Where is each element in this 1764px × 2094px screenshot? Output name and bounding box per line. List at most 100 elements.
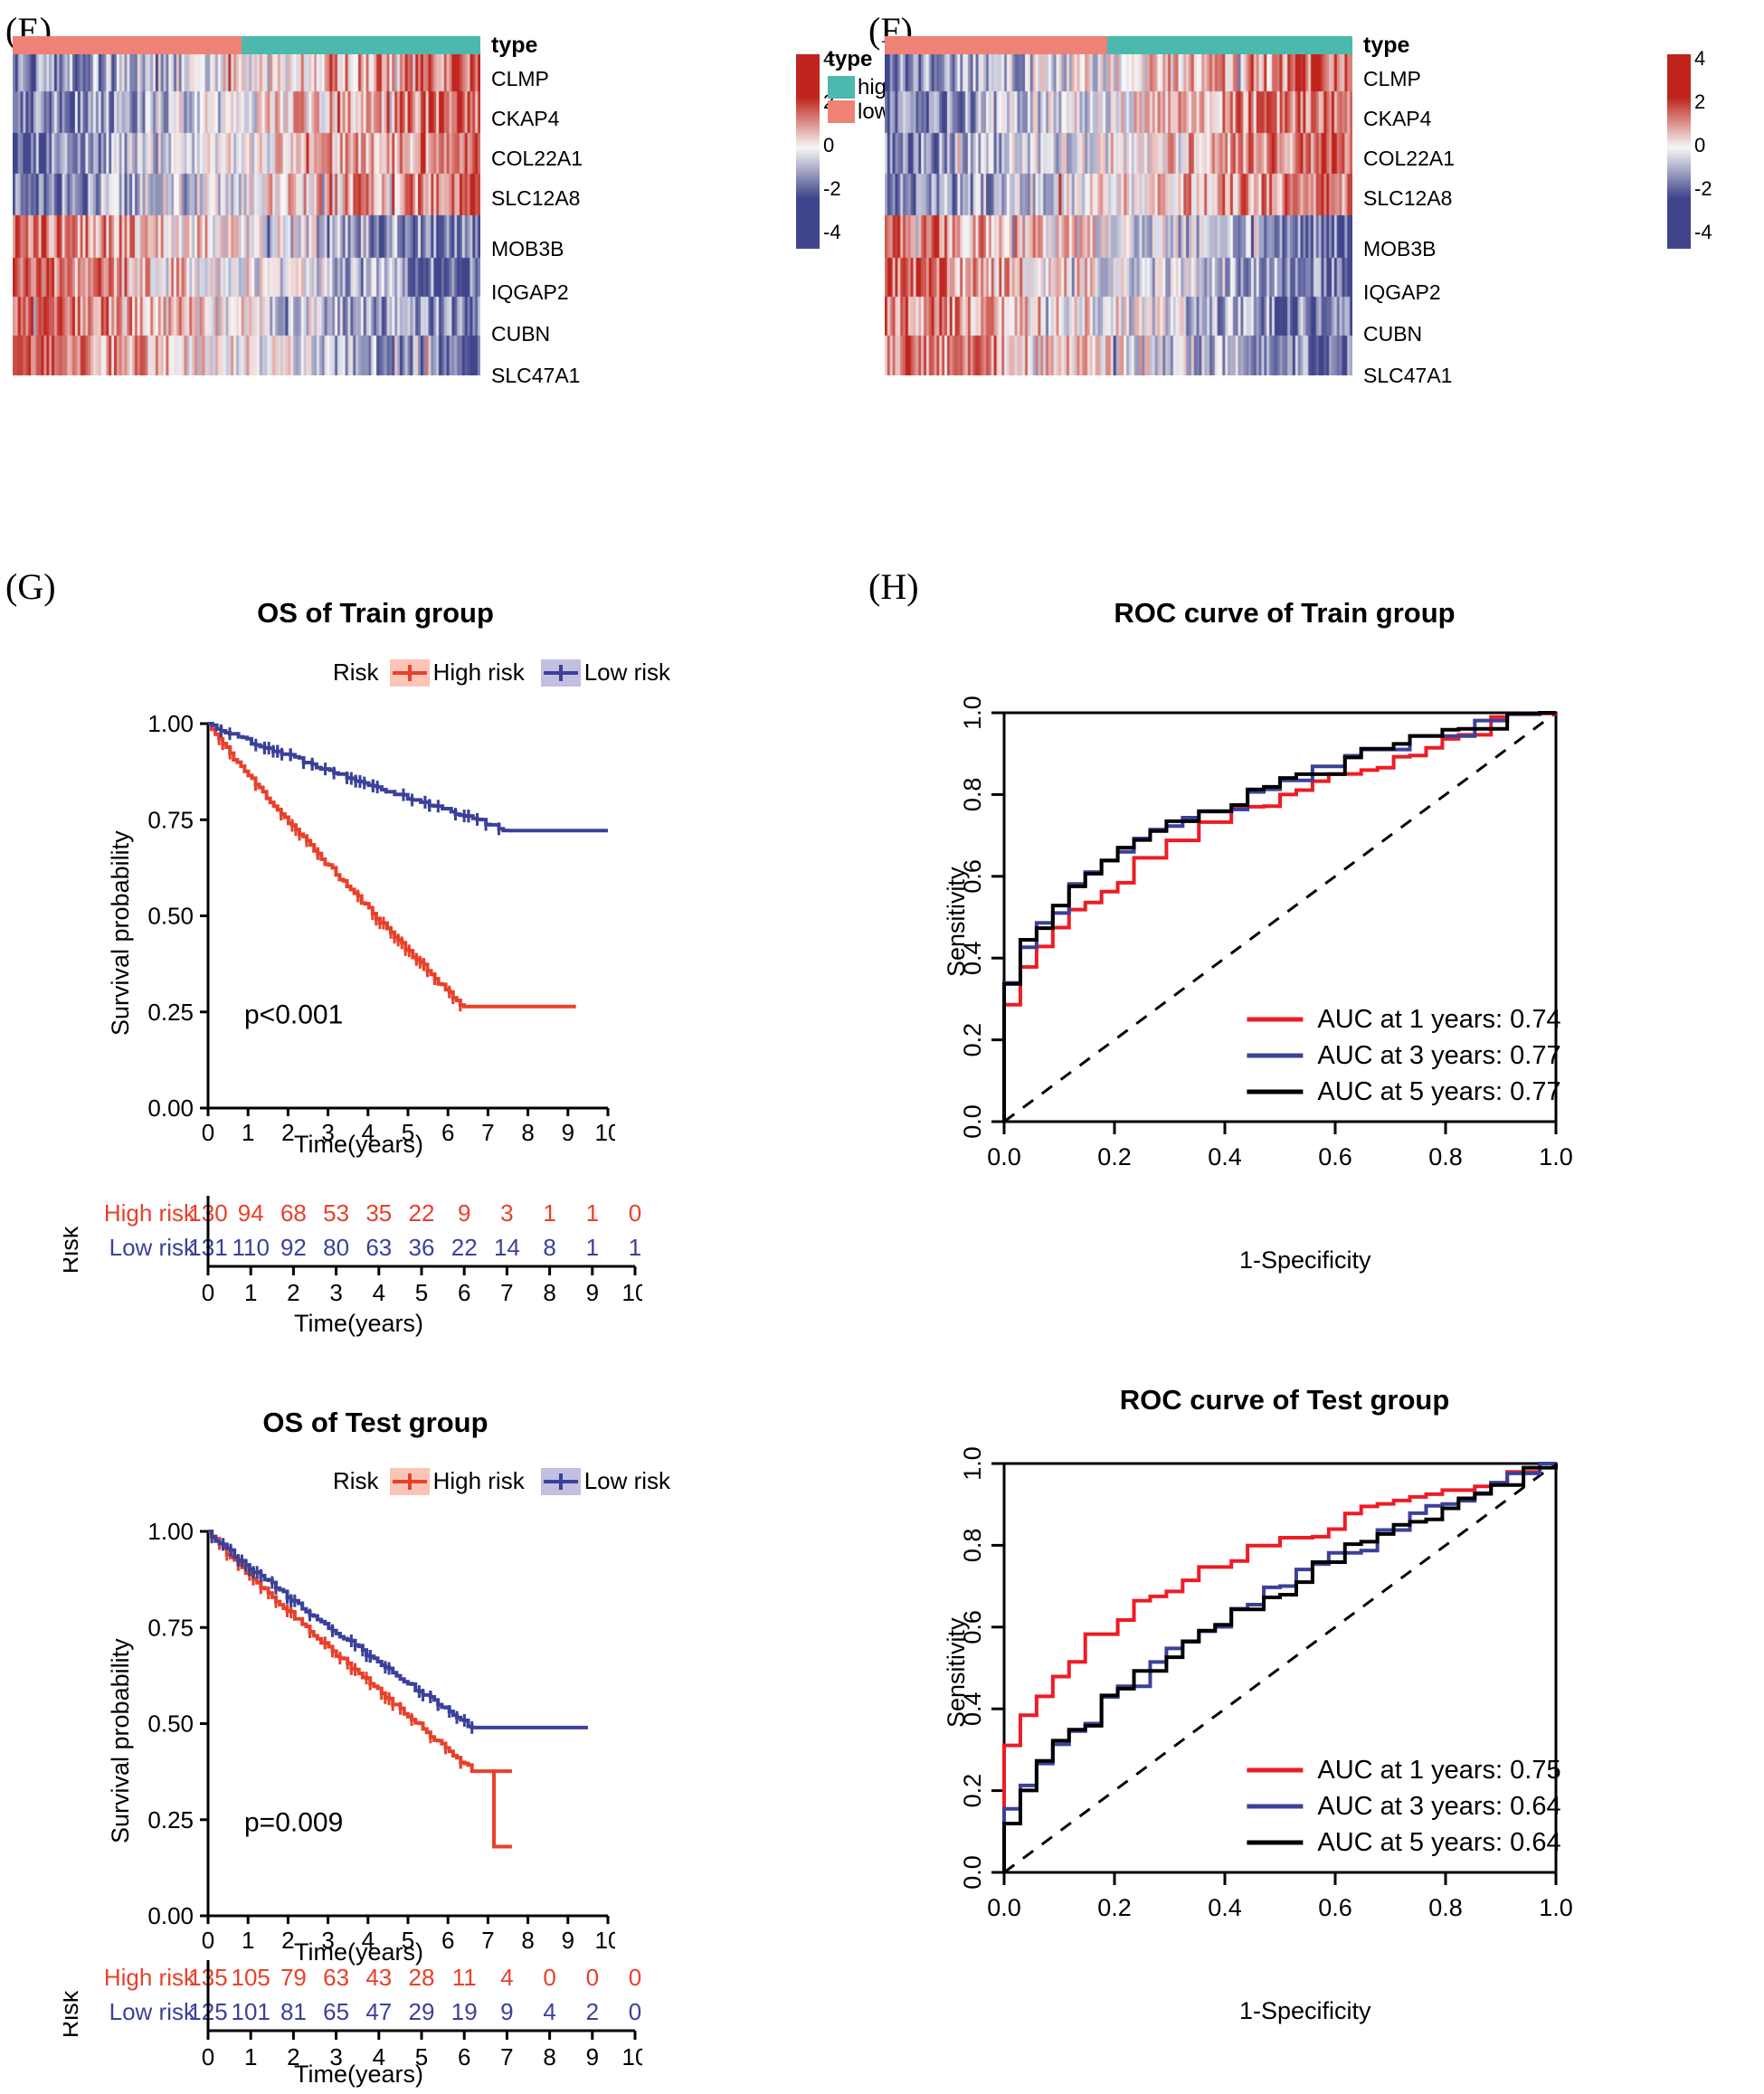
svg-text:5: 5 [415,1279,428,1306]
svg-text:10: 10 [595,1927,615,1954]
roc-train-title: ROC curve of Train group [1114,597,1456,629]
svg-text:5: 5 [415,2043,428,2070]
svg-text:1.0: 1.0 [959,1447,986,1481]
svg-text:4: 4 [362,1927,375,1954]
svg-text:0.25: 0.25 [147,999,194,1026]
svg-text:10: 10 [622,1279,642,1306]
roc-train-plot: 0.0 0.2 0.4 0.6 0.8 1.0 0.0 0.2 0.4 0.6 0.8 1.0 AUC … [959,696,1573,1170]
svg-text:9: 9 [586,1279,599,1306]
svg-text:p=0.009: p=0.009 [244,1808,343,1838]
heatmap-e-type-title: type [491,33,538,58]
svg-text:101: 101 [232,1998,270,2025]
km-test-xlabel: Time(years) [294,1938,424,1966]
svg-text:2: 2 [586,1998,599,2025]
svg-text:0.00: 0.00 [147,1094,194,1122]
svg-text:0.25: 0.25 [147,1806,194,1833]
svg-text:3: 3 [321,1119,334,1146]
roc-test-ylabel: Sensitivity [943,1617,970,1728]
svg-text:0.0: 0.0 [959,1104,986,1139]
svg-text:Low risk: Low risk [109,1998,196,2025]
svg-text:1: 1 [543,1199,555,1227]
type-legend-title: type [828,47,873,71]
svg-text:6: 6 [458,1279,470,1306]
svg-text:AUC at 1 years: 0.74: AUC at 1 years: 0.74 [1317,1005,1560,1034]
svg-text:1: 1 [242,1119,254,1146]
gene-label: CKAP4 [1363,107,1432,130]
svg-text:36: 36 [409,1234,435,1261]
svg-text:AUC at 1 years: 0.75: AUC at 1 years: 0.75 [1317,1756,1560,1785]
svg-text:14: 14 [494,1234,520,1261]
svg-text:3: 3 [500,1199,513,1227]
svg-text:53: 53 [323,1199,349,1227]
svg-text:5: 5 [402,1119,414,1146]
svg-text:0.2: 0.2 [959,1023,986,1057]
gene-label: COL22A1 [1363,147,1456,170]
svg-text:0: 0 [202,1927,214,1954]
svg-text:1: 1 [586,1199,599,1227]
gene-label: CLMP [1363,67,1421,90]
svg-text:0: 0 [543,1964,555,1991]
svg-text:7: 7 [500,2043,513,2070]
svg-text:4: 4 [500,1964,513,1991]
gene-label: SLC12A8 [1363,186,1453,210]
svg-text:105: 105 [232,1964,270,1991]
svg-text:4: 4 [373,1279,385,1306]
svg-text:92: 92 [280,1234,307,1261]
km-legend-high-label: High risk [432,1467,525,1494]
gene-label: CKAP4 [491,107,560,130]
svg-text:79: 79 [280,1964,307,1991]
svg-text:80: 80 [323,1234,349,1261]
svg-text:8: 8 [521,1927,534,1954]
swatch-high [828,76,855,99]
km-train-plot: 0.00 0.25 0.50 0.75 1.00 0 1 2 3 4 5 6 7 8 9 10 p<0.001 [147,715,615,1146]
svg-text:Risk: Risk [63,1226,83,1274]
svg-text:7: 7 [481,1119,494,1146]
svg-text:1: 1 [629,1234,641,1261]
km-legend-key-low [540,1467,581,1495]
colorbar-tick: 0 [1694,134,1706,156]
svg-text:0.6: 0.6 [1318,1143,1352,1170]
panel-letter-h: (H) [868,566,919,607]
svg-text:6: 6 [441,1119,454,1146]
svg-text:7: 7 [481,1927,494,1954]
gene-label: MOB3B [1363,237,1437,261]
svg-text:94: 94 [238,1199,264,1227]
svg-text:35: 35 [365,1199,392,1227]
km-legend-key-high [389,659,430,687]
svg-text:High risk: High risk [104,1199,196,1227]
colorbar-tick: -4 [823,221,841,243]
heatmap-f-gene-labels: CLMP CKAP4 COL22A1 SLC12A8 MOB3B IQGAP2 … [1352,54,1515,387]
svg-text:AUC at 3 years: 0.64: AUC at 3 years: 0.64 [1317,1792,1560,1821]
heatmap-e: type CLMP CKAP4 COL22A1 SLC12A8 MOB3B IQ… [13,33,583,387]
svg-text:AUC at 5 years: 0.64: AUC at 5 years: 0.64 [1317,1828,1560,1857]
svg-text:0.50: 0.50 [147,903,194,930]
colorbar-ticks: 4 2 0 -2 -4 [1694,47,1749,249]
svg-text:0.4: 0.4 [959,941,986,975]
svg-text:0.0: 0.0 [959,1855,986,1890]
svg-text:0: 0 [629,1964,641,1991]
low-risk-key-icon [540,659,581,687]
colorbar-tick: 4 [1694,47,1706,70]
km-legend-label: Risk [333,1467,379,1494]
svg-text:9: 9 [500,1998,513,2025]
svg-text:6: 6 [458,2043,470,2070]
type-bar-segment-high [1106,36,1352,54]
svg-text:7: 7 [500,1279,513,1306]
heatmap-f-type-bar [885,36,1352,54]
svg-text:3: 3 [329,1279,342,1306]
svg-text:9: 9 [458,1199,470,1227]
svg-text:1: 1 [244,2043,257,2070]
svg-text:29: 29 [409,1998,435,2025]
svg-text:22: 22 [451,1234,478,1261]
gene-label: COL22A1 [491,147,583,170]
svg-text:0.6: 0.6 [959,1610,986,1644]
svg-text:4: 4 [362,1119,375,1146]
svg-text:4: 4 [543,1998,555,2025]
svg-text:1.00: 1.00 [147,715,194,737]
roc-train-ylabel: Sensitivity [943,867,970,977]
gene-label: CUBN [1363,322,1423,346]
svg-text:0.8: 0.8 [1428,1143,1463,1170]
svg-text:1.0: 1.0 [1539,1894,1573,1921]
svg-text:0.2: 0.2 [1097,1143,1132,1170]
